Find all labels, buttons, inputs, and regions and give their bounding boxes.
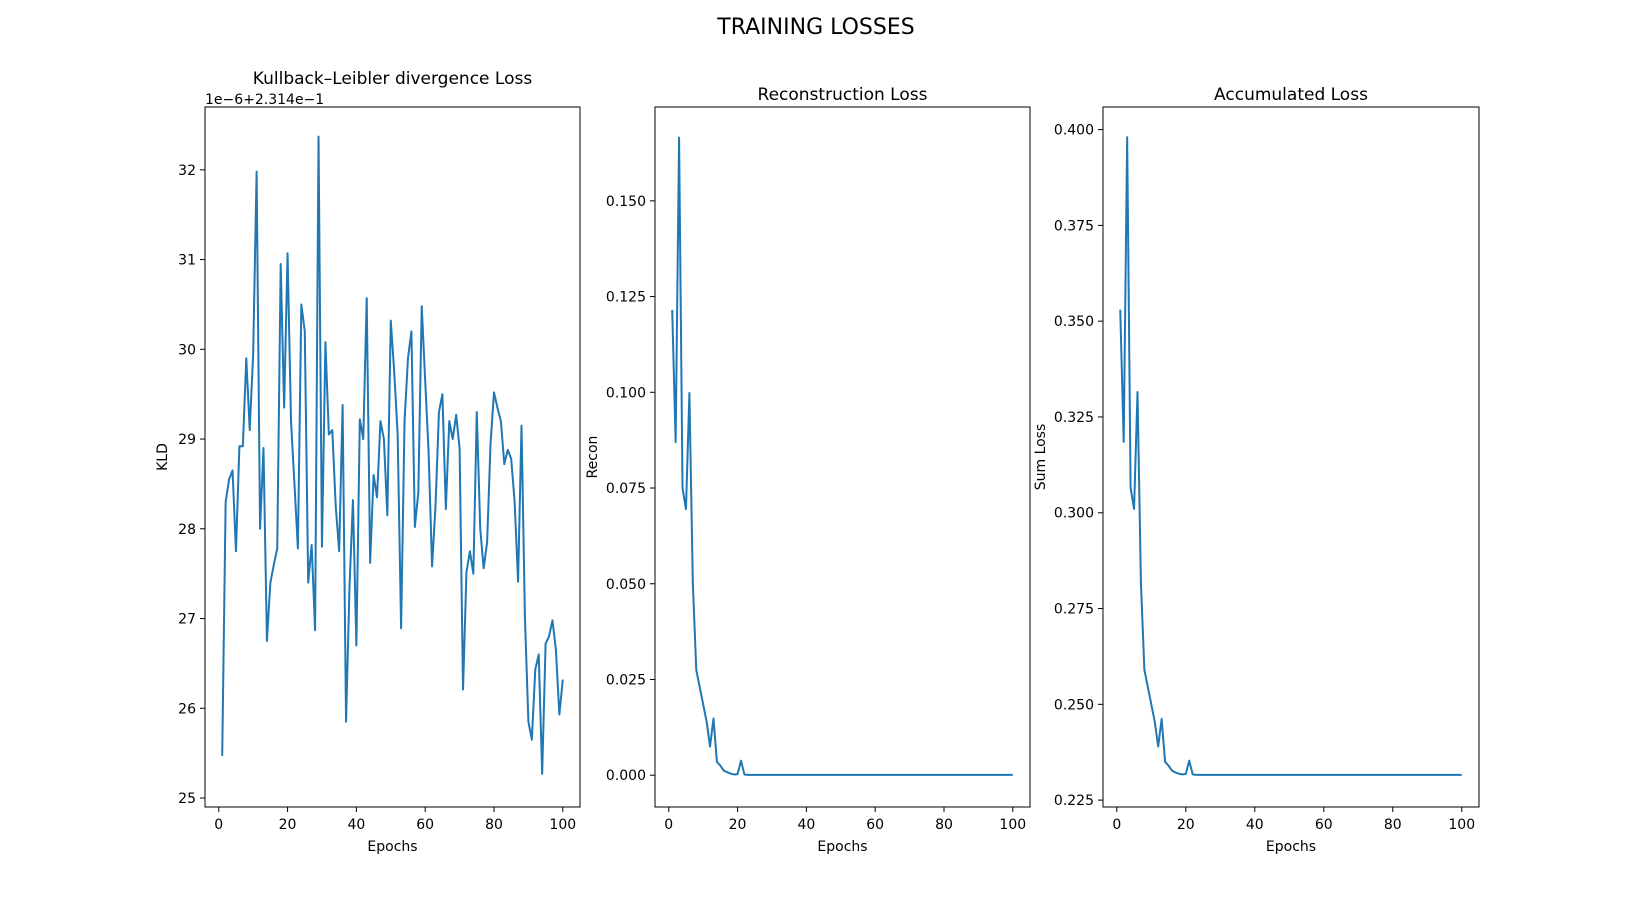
recon-y-tick-label: 0.025	[606, 672, 646, 688]
kld-y-tick-label: 26	[178, 701, 196, 717]
recon-x-tick-label: 0	[664, 817, 673, 833]
recon-y-tick-label: 0.050	[606, 577, 646, 593]
sum-plot-frame	[1102, 106, 1480, 808]
sum-panel-title: Accumulated Loss	[1214, 85, 1368, 105]
kld-y-offset-text: 1e−6+2.314e−1	[205, 92, 324, 108]
kld-series-line	[221, 135, 564, 775]
kld-y-tick-label: 32	[178, 163, 196, 179]
kld-x-tick-label: 0	[214, 817, 223, 833]
sum-series-line	[1119, 136, 1462, 776]
kld-y-tick-label: 30	[178, 342, 196, 358]
kld-y-tick-label: 31	[178, 253, 196, 269]
sum-x-tick-label: 40	[1246, 817, 1264, 833]
kld-x-tick-label: 40	[347, 817, 365, 833]
recon-y-axis-label: Recon	[585, 436, 601, 479]
kld-loss-panel: Kullback–Leibler divergence Loss 1e−6+2.…	[155, 69, 581, 855]
kld-panel-title: Kullback–Leibler divergence Loss	[253, 69, 533, 89]
sum-x-tick-label: 20	[1177, 817, 1195, 833]
kld-x-tick-label: 80	[485, 817, 503, 833]
kld-y-tick-label: 25	[178, 791, 196, 807]
recon-x-axis-label: Epochs	[817, 839, 867, 855]
accumulated-loss-panel: Accumulated Loss Epochs Sum Loss 0 20 40 60…	[1033, 85, 1480, 855]
recon-x-tick-label: 80	[935, 817, 953, 833]
recon-x-tick-label: 100	[999, 817, 1026, 833]
recon-y-tick-label: 0.000	[606, 768, 646, 784]
sum-y-tick-label: 0.225	[1054, 793, 1094, 809]
recon-panel-title: Reconstruction Loss	[758, 85, 928, 105]
recon-x-tick-label: 40	[797, 817, 815, 833]
sum-y-axis-label: Sum Loss	[1033, 424, 1049, 491]
sum-x-tick-label: 100	[1448, 817, 1475, 833]
recon-y-tick-label: 0.125	[606, 290, 646, 306]
sum-y-tick-label: 0.250	[1054, 697, 1094, 713]
sum-y-tick-label: 0.400	[1054, 123, 1094, 139]
kld-y-tick-label: 28	[178, 522, 196, 538]
kld-y-tick-label: 27	[178, 612, 196, 628]
kld-x-tick-label: 60	[416, 817, 434, 833]
sum-y-tick-label: 0.325	[1054, 410, 1094, 426]
kld-plot-frame	[204, 106, 581, 808]
sum-x-axis-label: Epochs	[1266, 839, 1316, 855]
kld-y-tick-label: 29	[178, 432, 196, 448]
kld-x-axis-label: Epochs	[367, 839, 417, 855]
sum-x-tick-label: 80	[1384, 817, 1402, 833]
kld-x-tick-label: 20	[279, 817, 297, 833]
recon-y-tick-label: 0.150	[606, 194, 646, 210]
recon-y-tick-label: 0.075	[606, 481, 646, 497]
sum-y-tick-label: 0.350	[1054, 314, 1094, 330]
recon-x-tick-label: 20	[729, 817, 747, 833]
reconstruction-loss-panel: Reconstruction Loss Epochs Recon 0 20 40 60…	[585, 85, 1031, 855]
recon-plot-frame	[654, 106, 1031, 808]
sum-y-tick-label: 0.375	[1054, 218, 1094, 234]
sum-x-tick-label: 60	[1315, 817, 1333, 833]
recon-x-tick-label: 60	[866, 817, 884, 833]
sum-y-tick-label: 0.275	[1054, 602, 1094, 618]
sum-x-tick-label: 0	[1112, 817, 1121, 833]
figure-title: TRAINING LOSSES	[716, 15, 914, 40]
recon-y-tick-label: 0.100	[606, 385, 646, 401]
recon-series-line	[671, 136, 1013, 776]
kld-x-tick-label: 100	[549, 817, 576, 833]
sum-y-tick-label: 0.300	[1054, 506, 1094, 522]
kld-y-axis-label: KLD	[155, 443, 171, 471]
